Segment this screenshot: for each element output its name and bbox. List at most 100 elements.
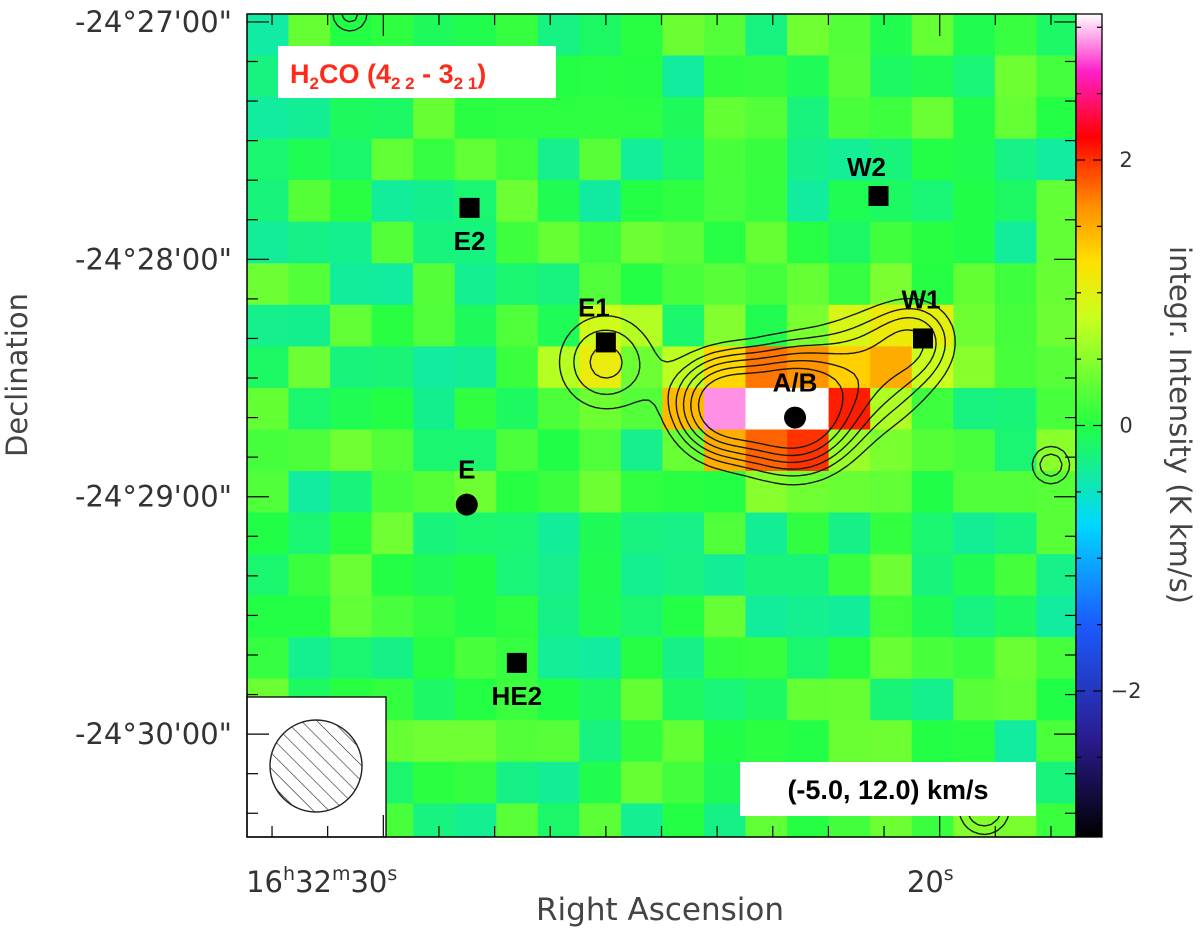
- heatmap-pixel: [911, 637, 954, 680]
- heatmap-pixel: [828, 55, 871, 98]
- heatmap-pixel: [953, 387, 996, 430]
- heatmap-pixel: [496, 346, 539, 389]
- heatmap-pixel: [537, 138, 580, 181]
- heatmap-pixel: [745, 97, 788, 140]
- heatmap-pixel: [704, 512, 747, 555]
- heatmap-pixel: [454, 512, 497, 555]
- heatmap-pixel: [1036, 387, 1076, 430]
- heatmap-pixel: [953, 304, 996, 347]
- heatmap-pixel: [413, 346, 456, 389]
- heatmap-pixel: [537, 554, 580, 597]
- heatmap-pixel: [537, 471, 580, 514]
- heatmap-pixel: [621, 845, 663, 887]
- heatmap-pixel: [413, 720, 456, 763]
- heatmap-pixel: [330, 429, 373, 472]
- heatmap-pixel: [662, 55, 705, 98]
- heatmap-pixel: [953, 845, 995, 887]
- heatmap-pixel: [953, 637, 996, 680]
- contour-level: [341, 14, 1063, 827]
- heatmap-pixel: [496, 845, 538, 887]
- heatmap-pixel: [870, 14, 913, 57]
- heatmap-pixel: [828, 512, 871, 555]
- heatmap-pixel: [247, 637, 290, 680]
- heatmap-pixel: [828, 554, 871, 597]
- heatmap-pixel: [870, 97, 913, 140]
- heatmap-pixel: [663, 845, 705, 887]
- source-w1: W1: [901, 284, 940, 349]
- heatmap-pixel: [413, 387, 456, 430]
- heatmap-pixel: [371, 595, 414, 638]
- heatmap-pixel: [745, 720, 788, 763]
- heatmap-pixel: [745, 637, 788, 680]
- heatmap-pixel: [579, 554, 622, 597]
- heatmap-pixel: [662, 346, 705, 389]
- ra-tick-label: 16h32m30s: [246, 863, 397, 899]
- heatmap-pixel: [994, 263, 1037, 306]
- heatmap-pixel: [911, 678, 954, 721]
- heatmap-pixel: [620, 720, 663, 763]
- heatmap-pixel: [496, 595, 539, 638]
- heatmap-pixel: [828, 637, 871, 680]
- heatmap-pixel: [1036, 429, 1076, 472]
- heatmap-pixel: [454, 221, 497, 264]
- heatmap-pixel: [288, 512, 331, 555]
- heatmap-pixel: [371, 221, 414, 264]
- heatmap-pixel: [454, 429, 497, 472]
- heatmap-pixel: [953, 14, 996, 57]
- heatmap-pixel: [662, 803, 705, 837]
- heatmap-pixel: [247, 304, 290, 347]
- heatmap-pixel: [413, 304, 456, 347]
- heatmap-pixel: [330, 595, 373, 638]
- velocity-range-box: (-5.0, 12.0) km/s: [740, 762, 1036, 816]
- heatmap-pixel: [828, 595, 871, 638]
- source-label: E2: [454, 226, 486, 256]
- dec-tick-label: -24°30'00": [75, 717, 232, 751]
- heatmap-pixel: [454, 346, 497, 389]
- heatmap-pixel: [745, 221, 788, 264]
- heatmap-pixel: [620, 180, 663, 223]
- heatmap-pixel: [911, 720, 954, 763]
- heatmap-pixel: [496, 387, 539, 430]
- heatmap-pixel: [330, 471, 373, 514]
- heatmap-pixel: [1036, 637, 1076, 680]
- heatmap-pixel: [288, 387, 331, 430]
- x-axis-title: Right Ascension: [536, 892, 784, 928]
- heatmap-pixel: [870, 55, 913, 98]
- heatmap-pixel: [828, 720, 871, 763]
- heatmap-pixel: [745, 304, 788, 347]
- source-w2: W2: [847, 152, 889, 207]
- dec-tick-label: -24°29'00": [75, 480, 232, 514]
- heatmap-pixel: [620, 595, 663, 638]
- heatmap-pixel: [413, 471, 456, 514]
- heatmap-pixel: [454, 720, 497, 763]
- heatmap-pixel: [1036, 803, 1076, 837]
- heatmap-pixel: [455, 845, 497, 887]
- heatmap-pixel: [704, 637, 747, 680]
- heatmap-pixel: [620, 304, 663, 347]
- heatmap-pixel: [288, 429, 331, 472]
- heatmap-pixel: [746, 845, 788, 887]
- heatmap-pixel: [662, 304, 705, 347]
- heatmap-pixel: [953, 471, 996, 514]
- heatmap-pixel: [704, 263, 747, 306]
- y-axis-title: Declination: [0, 293, 34, 457]
- heatmap-pixel: [537, 263, 580, 306]
- heatmap-pixel: [704, 180, 747, 223]
- heatmap-pixel: [413, 761, 456, 804]
- dec-tick-labels: -24°27'00" -24°28'00" -24°29'00" -24°30'00": [75, 5, 232, 751]
- heatmap-pixel: [911, 180, 954, 223]
- heatmap-pixel: [704, 471, 747, 514]
- heatmap-pixel: [911, 138, 954, 181]
- heatmap-pixel: [330, 387, 373, 430]
- ra-tick-label: 20s: [907, 863, 954, 899]
- heatmap-pixel: [330, 512, 373, 555]
- source-marker-square: [595, 332, 616, 353]
- heatmap-pixel: [579, 14, 622, 57]
- heatmap-pixel: [537, 761, 580, 804]
- heatmap-pixel: [828, 221, 871, 264]
- heatmap-pixel: [413, 845, 455, 887]
- heatmap-pixel: [454, 637, 497, 680]
- heatmap-pixel: [953, 180, 996, 223]
- heatmap-pixel: [579, 221, 622, 264]
- heatmap-pixel: [247, 138, 290, 181]
